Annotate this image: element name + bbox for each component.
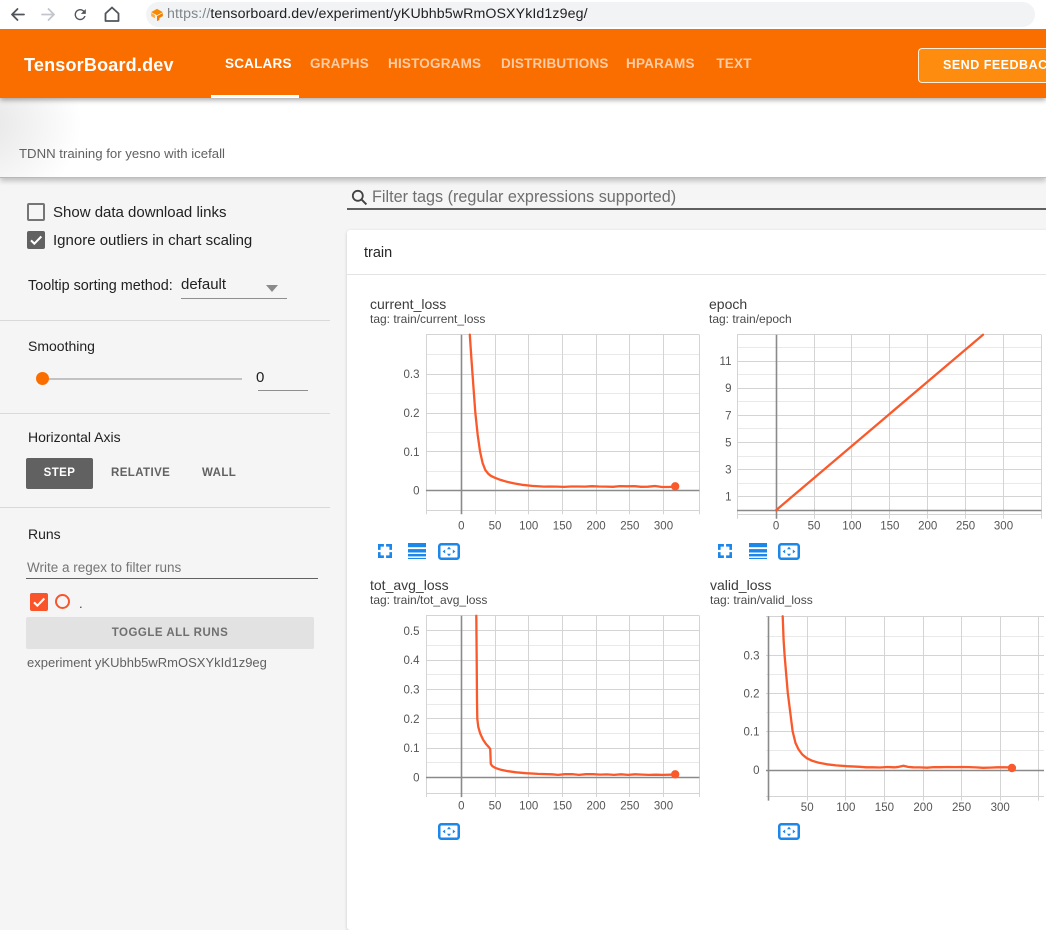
svg-text:200: 200 (587, 801, 606, 813)
svg-text:0.3: 0.3 (404, 685, 420, 697)
svg-text:100: 100 (519, 801, 538, 813)
svg-text:7: 7 (725, 410, 731, 422)
svg-text:150: 150 (875, 802, 894, 814)
svg-text:150: 150 (553, 521, 572, 533)
svg-text:0.2: 0.2 (404, 714, 420, 726)
svg-text:0.1: 0.1 (744, 727, 760, 739)
svg-text:0.3: 0.3 (404, 369, 420, 381)
svg-text:50: 50 (801, 802, 814, 814)
svg-text:250: 250 (620, 521, 639, 533)
svg-text:0.1: 0.1 (404, 743, 420, 755)
svg-text:150: 150 (553, 801, 572, 813)
svg-text:300: 300 (991, 802, 1010, 814)
svg-text:250: 250 (620, 801, 639, 813)
svg-text:50: 50 (489, 801, 502, 813)
svg-text:0.5: 0.5 (404, 626, 420, 638)
svg-text:0: 0 (413, 773, 419, 785)
svg-text:100: 100 (519, 521, 538, 533)
svg-text:300: 300 (654, 801, 673, 813)
svg-text:0: 0 (773, 521, 779, 533)
svg-text:0: 0 (458, 801, 464, 813)
svg-text:0.2: 0.2 (404, 408, 420, 420)
svg-text:0: 0 (458, 521, 464, 533)
svg-text:0.1: 0.1 (404, 447, 420, 459)
svg-text:0.2: 0.2 (744, 689, 760, 701)
svg-text:250: 250 (952, 802, 971, 814)
svg-text:5: 5 (725, 437, 731, 449)
svg-text:1: 1 (725, 492, 731, 504)
svg-text:50: 50 (808, 521, 821, 533)
svg-text:0.4: 0.4 (404, 655, 421, 667)
svg-text:300: 300 (994, 521, 1013, 533)
svg-text:9: 9 (725, 383, 731, 395)
svg-text:0.3: 0.3 (744, 650, 760, 662)
svg-text:0: 0 (413, 486, 419, 498)
svg-text:11: 11 (720, 356, 732, 368)
svg-text:150: 150 (880, 521, 899, 533)
svg-text:250: 250 (956, 521, 975, 533)
svg-text:200: 200 (918, 521, 937, 533)
svg-text:100: 100 (836, 802, 855, 814)
svg-text:0: 0 (753, 765, 759, 777)
svg-text:200: 200 (913, 802, 932, 814)
svg-text:100: 100 (842, 521, 861, 533)
svg-text:300: 300 (654, 521, 673, 533)
svg-text:50: 50 (489, 521, 502, 533)
svg-text:3: 3 (725, 465, 731, 477)
svg-text:200: 200 (587, 521, 606, 533)
